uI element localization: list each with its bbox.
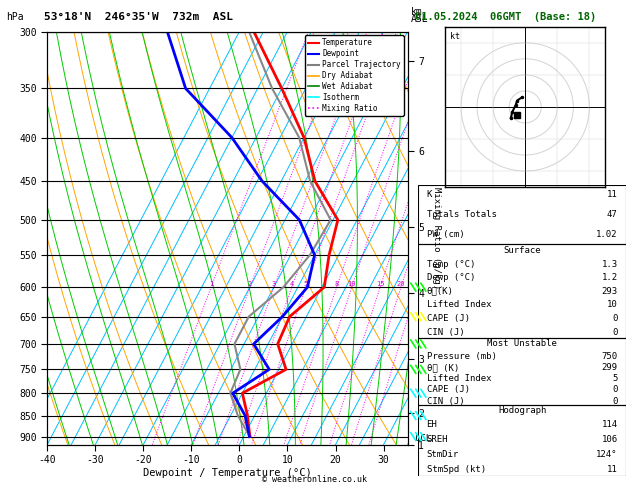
Text: CAPE (J): CAPE (J) <box>426 314 470 323</box>
Text: LCL: LCL <box>415 434 431 443</box>
Text: 5: 5 <box>612 374 618 383</box>
Text: 1.2: 1.2 <box>601 273 618 282</box>
Text: 11: 11 <box>607 190 618 199</box>
Text: 0: 0 <box>612 397 618 405</box>
Text: K: K <box>426 190 432 199</box>
Text: CIN (J): CIN (J) <box>426 328 464 337</box>
Text: 2: 2 <box>248 281 252 287</box>
Text: CIN (J): CIN (J) <box>426 397 464 405</box>
Bar <box>418 405 626 476</box>
Bar <box>418 185 626 244</box>
Text: Temp (°C): Temp (°C) <box>426 260 475 269</box>
Text: Hodograph: Hodograph <box>498 406 546 416</box>
Text: 0: 0 <box>612 314 618 323</box>
Text: 114: 114 <box>601 420 618 429</box>
Text: 1.02: 1.02 <box>596 229 618 239</box>
Text: CAPE (J): CAPE (J) <box>426 385 470 395</box>
Text: θᴇ (K): θᴇ (K) <box>426 364 459 372</box>
Text: Lifted Index: Lifted Index <box>426 300 491 310</box>
Text: hPa: hPa <box>6 12 24 22</box>
Text: Dewp (°C): Dewp (°C) <box>426 273 475 282</box>
Text: 4: 4 <box>290 281 294 287</box>
Text: 01.05.2024  06GMT  (Base: 18): 01.05.2024 06GMT (Base: 18) <box>415 12 596 22</box>
Text: SREH: SREH <box>426 435 448 444</box>
Text: Most Unstable: Most Unstable <box>487 339 557 348</box>
Text: km: km <box>411 7 423 17</box>
Text: 53°18'N  246°35'W  732m  ASL: 53°18'N 246°35'W 732m ASL <box>44 12 233 22</box>
Text: θᴇ(K): θᴇ(K) <box>426 287 454 296</box>
Text: PW (cm): PW (cm) <box>426 229 464 239</box>
Text: 299: 299 <box>601 364 618 372</box>
Text: 10: 10 <box>348 281 356 287</box>
Text: Totals Totals: Totals Totals <box>426 209 496 219</box>
Text: 8: 8 <box>335 281 339 287</box>
Text: 1: 1 <box>209 281 213 287</box>
Text: Surface: Surface <box>503 246 541 255</box>
Text: 0: 0 <box>612 328 618 337</box>
Y-axis label: Mixing Ratio (g/kg): Mixing Ratio (g/kg) <box>431 187 440 289</box>
Text: 20: 20 <box>397 281 405 287</box>
Text: ASL: ASL <box>411 14 428 24</box>
Bar <box>418 244 626 338</box>
Text: 106: 106 <box>601 435 618 444</box>
Text: Lifted Index: Lifted Index <box>426 374 491 383</box>
Text: 750: 750 <box>601 352 618 361</box>
Text: © weatheronline.co.uk: © weatheronline.co.uk <box>262 474 367 484</box>
Text: 11: 11 <box>607 465 618 474</box>
Text: 1.3: 1.3 <box>601 260 618 269</box>
Text: 15: 15 <box>376 281 384 287</box>
Bar <box>418 338 626 405</box>
Text: StmSpd (kt): StmSpd (kt) <box>426 465 486 474</box>
Text: 293: 293 <box>601 287 618 296</box>
Text: StmDir: StmDir <box>426 450 459 459</box>
Text: 0: 0 <box>612 385 618 395</box>
Text: 124°: 124° <box>596 450 618 459</box>
Text: 5: 5 <box>304 281 308 287</box>
Legend: Temperature, Dewpoint, Parcel Trajectory, Dry Adiabat, Wet Adiabat, Isotherm, Mi: Temperature, Dewpoint, Parcel Trajectory… <box>304 35 404 116</box>
Text: EH: EH <box>426 420 437 429</box>
Text: 3: 3 <box>272 281 276 287</box>
Text: Pressure (mb): Pressure (mb) <box>426 352 496 361</box>
Text: kt: kt <box>450 32 460 40</box>
Text: 10: 10 <box>607 300 618 310</box>
X-axis label: Dewpoint / Temperature (°C): Dewpoint / Temperature (°C) <box>143 468 312 478</box>
Text: 47: 47 <box>607 209 618 219</box>
